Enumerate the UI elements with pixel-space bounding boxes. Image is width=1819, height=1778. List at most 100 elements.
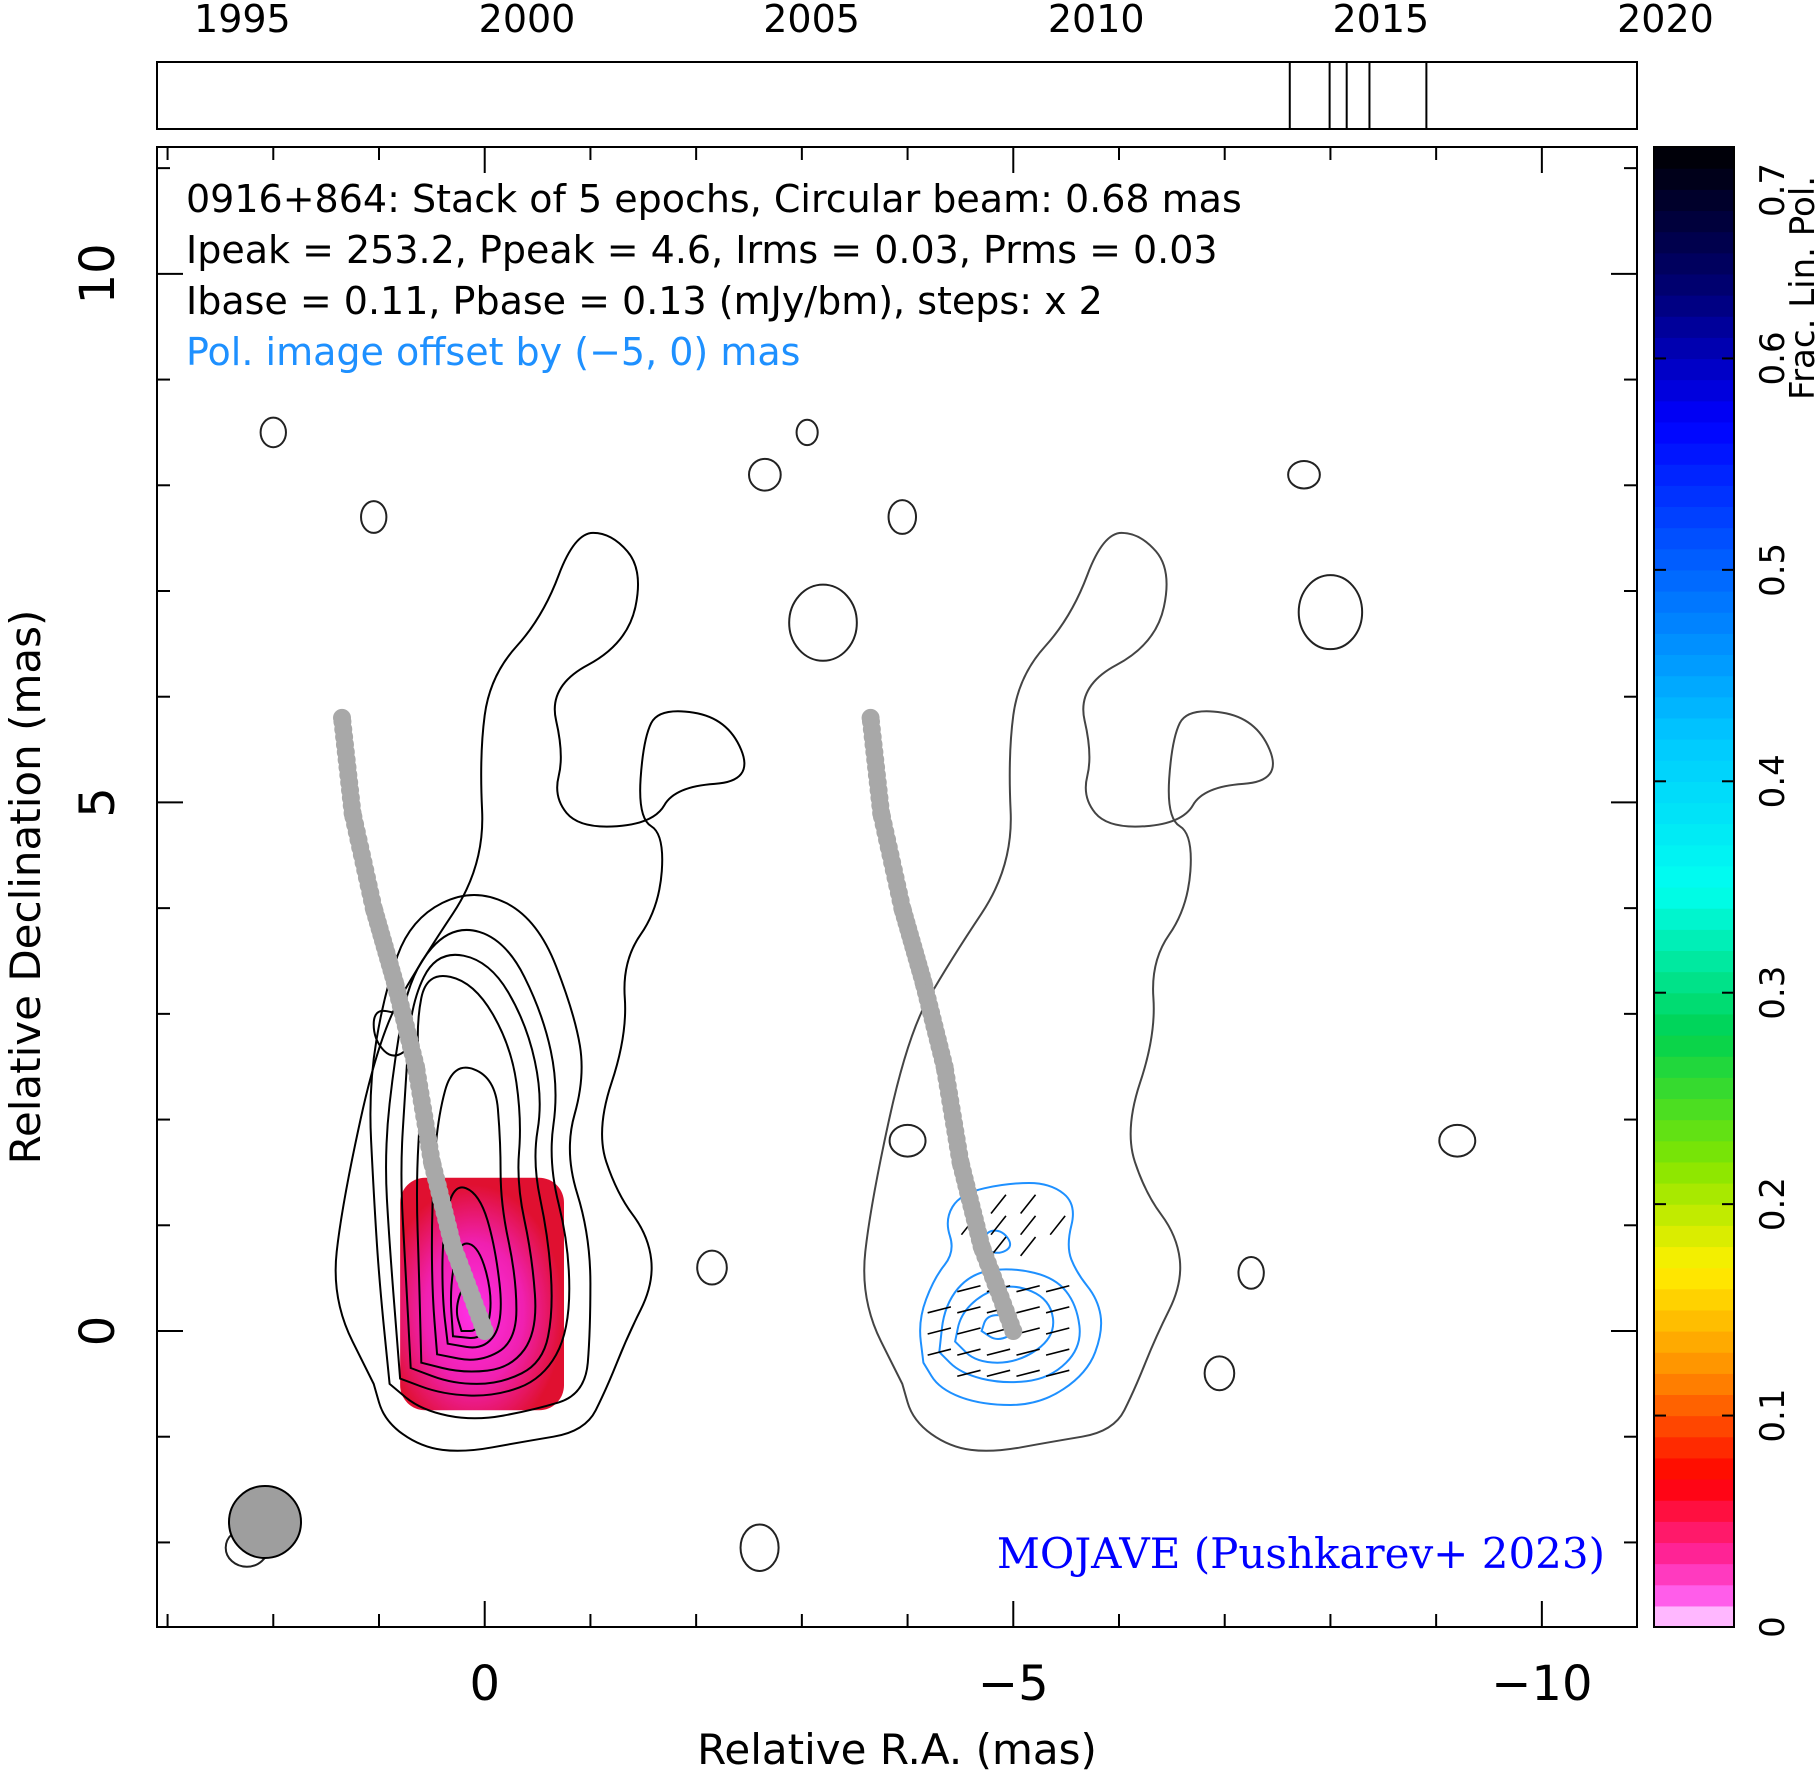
colorbar-band <box>1654 527 1734 550</box>
polarization-contour <box>954 1285 1055 1364</box>
colorbar-tick-label: 0 <box>1753 1616 1793 1638</box>
colorbar-band <box>1654 443 1734 465</box>
evpa-stick <box>1019 1215 1037 1236</box>
colorbar-band <box>1654 1352 1734 1374</box>
colorbar-band <box>1654 1204 1734 1226</box>
evpa-stick <box>986 1348 1011 1356</box>
evpa-stick <box>1019 1236 1037 1257</box>
evpa-stick <box>1049 1215 1066 1236</box>
offset-note: Pol. image offset by (−5, 0) mas <box>186 330 800 374</box>
colorbar-band <box>1654 1479 1734 1501</box>
evpa-stick <box>927 1348 952 1356</box>
image-panel: 0916+864: Stack of 5 epochs, Circular be… <box>1 146 1638 1774</box>
offset-intensity-contour <box>863 531 1274 1452</box>
x-tick-labels: 0 −5 −10 <box>469 1656 1592 1712</box>
evpa-stick <box>1016 1306 1040 1314</box>
colorbar-band <box>1654 231 1734 254</box>
evpa-stick <box>1045 1284 1070 1293</box>
colorbar-band <box>1654 147 1734 169</box>
colorbar-band <box>1654 1394 1734 1417</box>
timeline-year-labels: 1995 2000 2005 2010 2015 2020 <box>194 0 1714 41</box>
colorbar-band <box>1654 865 1734 888</box>
colorbar-band <box>1654 1415 1734 1438</box>
ridge-line <box>333 708 494 1340</box>
colorbar-band <box>1654 189 1734 212</box>
colorbar-band <box>1654 358 1734 381</box>
intensity-contour <box>369 894 592 1420</box>
colorbar-band <box>1654 675 1734 698</box>
polarization-contour <box>919 1181 1103 1407</box>
colorbar-band <box>1654 464 1734 486</box>
polarization-contour <box>938 1268 1081 1384</box>
colorbar-band <box>1654 1098 1734 1121</box>
timeline-year-label: 2000 <box>479 0 576 41</box>
colorbar-band <box>1654 295 1734 317</box>
timeline-epoch-markers <box>1288 62 1428 129</box>
colorbar-band <box>1654 1225 1734 1248</box>
evpa-stick <box>990 1194 1007 1215</box>
colorbar-band <box>1654 1436 1734 1459</box>
evpa-stick <box>957 1284 981 1293</box>
offset-intensity-contours <box>863 531 1274 1452</box>
colorbar-band <box>1654 992 1734 1015</box>
colorbar-band <box>1654 1013 1734 1036</box>
evpa-stick <box>957 1306 981 1314</box>
x-tick-label: 0 <box>469 1656 500 1712</box>
colorbar-band <box>1654 739 1734 761</box>
evpa-stick <box>1045 1369 1070 1378</box>
colorbar-band <box>1654 802 1734 825</box>
colorbar-band <box>1654 485 1734 508</box>
colorbar-tick-label: 0.1 <box>1753 1389 1793 1443</box>
colorbar-band <box>1654 591 1734 613</box>
colorbar-band <box>1654 168 1734 190</box>
colorbar-band <box>1654 950 1734 973</box>
epoch-timeline: 1995 2000 2005 2010 2015 2020 <box>156 0 1714 130</box>
timeline-year-label: 1995 <box>194 0 291 41</box>
timeline-year-label: 2020 <box>1617 0 1714 41</box>
colorbar-band <box>1654 633 1734 656</box>
noise-contour <box>795 418 819 447</box>
colorbar-band <box>1654 929 1734 952</box>
colorbar-tick-label: 0.2 <box>1753 1177 1793 1231</box>
colorbar-tick-label: 0.3 <box>1753 966 1793 1020</box>
colorbar-band <box>1654 1267 1734 1290</box>
colorbar-band <box>1654 400 1734 423</box>
colorbar-band <box>1654 696 1734 719</box>
evpa-stick <box>990 1215 1007 1236</box>
colorbar-tick-label: 0.5 <box>1753 543 1793 597</box>
colorbar-band <box>1654 273 1734 296</box>
colorbar-frame <box>1653 146 1735 1628</box>
colorbar-ticks: 0 0.1 0.2 0.3 0.4 0.5 0.6 0.7 <box>1654 146 1793 1638</box>
ridge-point <box>861 708 880 727</box>
polarized-intensity-contours <box>919 1181 1103 1407</box>
colorbar-band <box>1654 1035 1734 1057</box>
colorbar-band <box>1654 569 1734 592</box>
plot-frame <box>156 146 1638 1628</box>
colorbar-band <box>1654 1288 1734 1311</box>
noise-contour <box>259 416 287 449</box>
intensity-contour <box>334 531 746 1452</box>
x-axis-label: Relative R.A. (mas) <box>697 1725 1097 1774</box>
colorbar-band <box>1654 548 1734 571</box>
colorbar-band <box>1654 612 1734 634</box>
timeline-frame <box>156 61 1638 130</box>
colorbar-band <box>1654 1521 1734 1544</box>
colorbar-band <box>1654 506 1734 529</box>
colorbar-band <box>1654 1331 1734 1353</box>
colorbar-band <box>1654 316 1734 338</box>
colorbar-band <box>1654 1584 1734 1607</box>
colorbar-band <box>1654 1309 1734 1332</box>
y-tick-label: 0 <box>70 1316 126 1347</box>
colorbar-band <box>1654 717 1734 740</box>
colorbar-band <box>1654 823 1734 846</box>
y-tick-label: 5 <box>70 787 126 818</box>
colorbar-band <box>1654 1563 1734 1586</box>
noise-contour <box>1438 1123 1477 1158</box>
colorbar-band <box>1654 781 1734 804</box>
colorbar-band <box>1654 1161 1734 1184</box>
evpa-stick <box>1045 1348 1070 1356</box>
evpa-stick <box>957 1327 981 1335</box>
y-tick-labels: 0 5 10 <box>70 243 126 1346</box>
colorbar-band <box>1654 971 1734 994</box>
